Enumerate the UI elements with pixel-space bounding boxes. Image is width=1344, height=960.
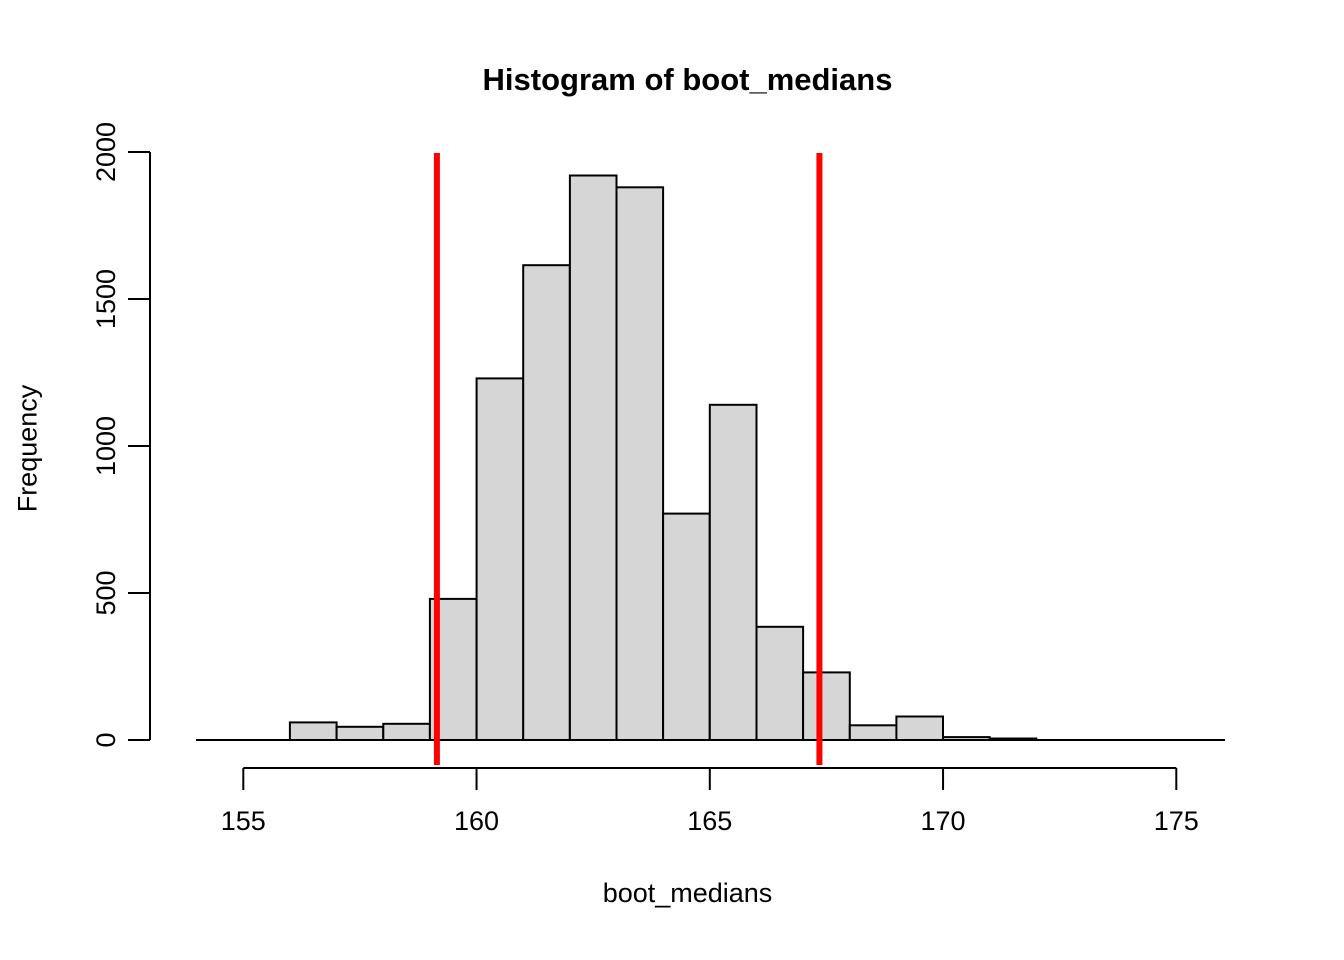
x-tick-label: 175: [1154, 806, 1199, 836]
histogram-bar: [382, 722, 431, 741]
histogram-bar: [895, 715, 945, 741]
histogram-bar: [755, 625, 805, 741]
histogram-bar: [475, 377, 525, 741]
y-tick-label: 2000: [91, 122, 121, 182]
histogram-bar: [662, 512, 711, 741]
x-tick-label: 170: [921, 806, 966, 836]
histogram-bar: [708, 403, 758, 741]
histogram-bar: [615, 186, 665, 742]
histogram-bar: [522, 264, 571, 741]
chart-title: Histogram of boot_medians: [482, 62, 893, 97]
y-tick-label: 1000: [91, 416, 121, 476]
x-tick-label: 165: [687, 806, 732, 836]
histogram-bar: [568, 174, 618, 741]
x-tick-label: 155: [221, 806, 266, 836]
y-tick-label: 500: [91, 570, 121, 615]
histogram-bar: [802, 671, 851, 742]
y-tick-label: 0: [91, 732, 121, 747]
histogram-bar: [288, 721, 338, 742]
x-tick-label: 160: [454, 806, 499, 836]
x-axis-label: boot_medians: [602, 878, 773, 908]
histogram-bar: [848, 724, 898, 741]
histogram-bar: [335, 725, 385, 741]
y-tick-label: 1500: [91, 269, 121, 329]
